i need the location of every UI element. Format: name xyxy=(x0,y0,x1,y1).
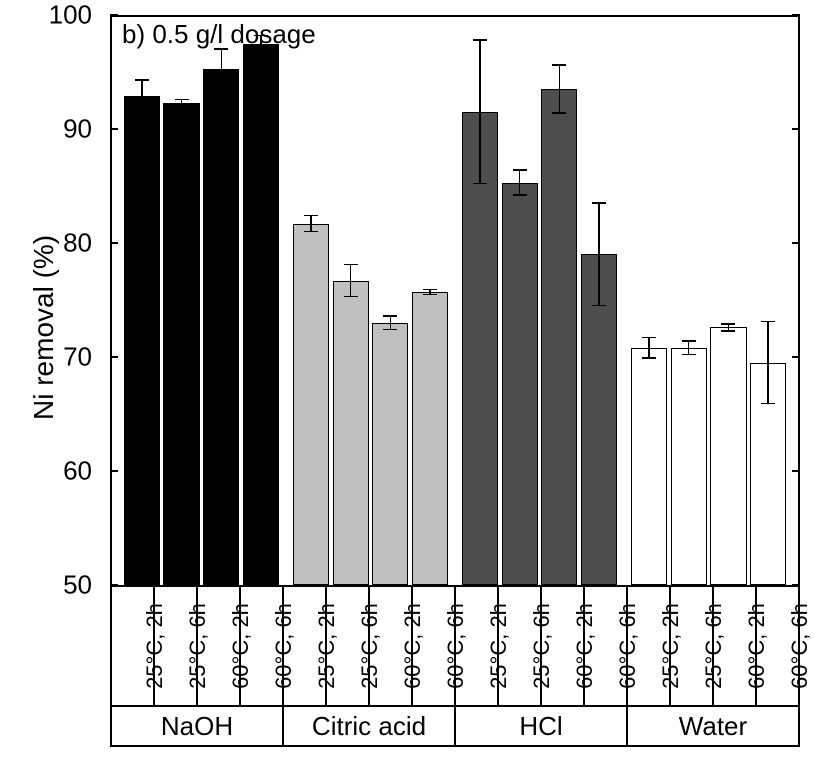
y-tick-label: 50 xyxy=(0,570,92,601)
x-axis-table: 25°C, 2h25°C, 6h60°C, 2h60°C, 6h25°C, 2h… xyxy=(110,585,800,747)
bar xyxy=(372,323,408,585)
y-axis-label: Ni removal (%) xyxy=(28,235,60,420)
bar-chart: b) 0.5 g/l dosage Ni removal (%) 50 60 70 8… xyxy=(0,0,814,775)
y-tick-label: 70 xyxy=(0,342,92,373)
condition-cell: 25°C, 2h xyxy=(111,586,154,706)
bar xyxy=(203,69,239,585)
y-tick-label: 60 xyxy=(0,456,92,487)
bar xyxy=(243,44,279,586)
bar xyxy=(541,89,577,585)
group-cell: NaOH xyxy=(111,706,283,746)
group-cell: Water xyxy=(627,706,799,746)
bar xyxy=(502,183,538,585)
bar xyxy=(163,103,199,585)
bar xyxy=(124,96,160,585)
y-tick-label: 100 xyxy=(0,0,92,31)
bar xyxy=(671,348,707,585)
bar xyxy=(293,224,329,585)
chart-subtitle: b) 0.5 g/l dosage xyxy=(122,19,316,50)
bar xyxy=(412,292,448,585)
condition-row: 25°C, 2h25°C, 6h60°C, 2h60°C, 6h25°C, 2h… xyxy=(111,586,799,706)
group-cell: HCl xyxy=(455,706,627,746)
group-cell: Citric acid xyxy=(283,706,455,746)
bar xyxy=(710,327,746,585)
bar xyxy=(631,348,667,585)
bar xyxy=(333,281,369,585)
y-tick-label: 90 xyxy=(0,114,92,145)
group-row: NaOHCitric acidHClWater xyxy=(111,706,799,746)
y-tick-label: 80 xyxy=(0,228,92,259)
